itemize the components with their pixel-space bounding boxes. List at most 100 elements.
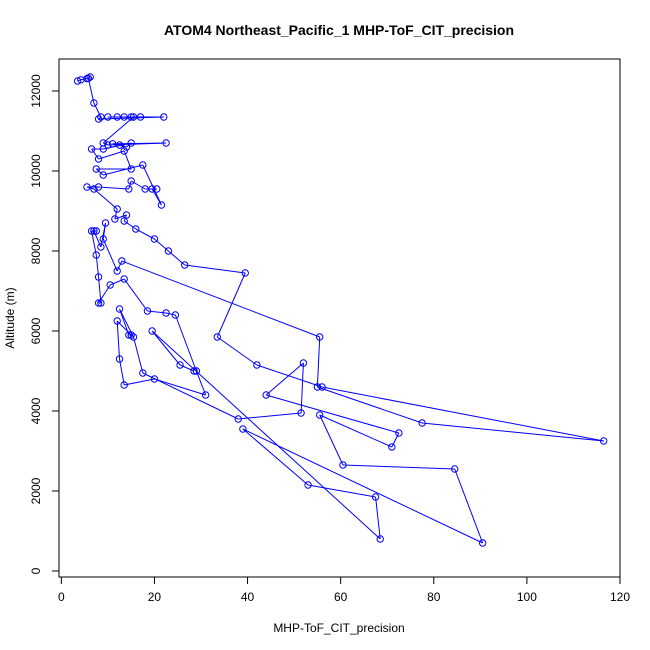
series-segment <box>217 336 258 366</box>
data-point <box>99 171 107 179</box>
data-point <box>150 235 159 243</box>
series-segment <box>112 142 167 145</box>
data-point <box>94 273 103 281</box>
data-point <box>371 493 380 501</box>
y-tick-label: 8000 <box>29 237 43 264</box>
data-point <box>162 139 170 147</box>
series-segment <box>93 188 118 210</box>
data-point <box>376 535 384 543</box>
data-point <box>127 331 135 339</box>
data-point <box>90 227 98 235</box>
series-segment <box>265 362 304 396</box>
data-point <box>127 177 135 185</box>
data-point <box>97 299 105 307</box>
series-segment <box>128 180 132 190</box>
series-segment <box>114 208 118 220</box>
x-axis: 0 20 40 60 80 100 120 <box>58 576 630 604</box>
data-point <box>171 311 180 319</box>
series-segment <box>151 330 381 540</box>
series-segment <box>195 370 207 396</box>
series-segment <box>121 260 320 338</box>
data-point <box>418 419 426 427</box>
x-tick-label: 100 <box>517 590 537 604</box>
data-point <box>139 161 147 169</box>
data-point <box>157 201 166 209</box>
x-tick-label: 20 <box>148 590 162 604</box>
data-point <box>600 437 608 445</box>
series-segment <box>317 386 423 424</box>
data-point <box>118 257 126 265</box>
data-point <box>192 367 201 375</box>
series-segment <box>103 142 109 146</box>
series-segment <box>119 308 130 336</box>
series-segment <box>123 220 137 230</box>
data-point <box>92 227 100 235</box>
data-point <box>120 113 128 121</box>
data-point <box>99 145 107 153</box>
series-segment <box>184 264 246 274</box>
series-segment <box>342 464 455 470</box>
series-segment <box>316 336 321 388</box>
data-point <box>97 113 105 121</box>
series-segment <box>142 372 239 420</box>
data-point <box>253 361 261 369</box>
series-segment <box>123 278 148 312</box>
data-point <box>83 183 91 191</box>
data-point <box>120 381 128 389</box>
data-point <box>127 113 135 121</box>
data-point <box>316 333 324 341</box>
data-point <box>164 247 173 255</box>
series-segment <box>103 164 143 176</box>
series-segment <box>98 186 129 190</box>
y-tick-label: 10000 <box>29 154 43 188</box>
series-segment <box>124 378 155 386</box>
data-point <box>73 77 82 85</box>
series-segment <box>375 496 381 540</box>
data-point <box>143 307 152 315</box>
data-point <box>113 113 121 121</box>
series-segment <box>422 422 604 442</box>
data-point <box>339 461 347 469</box>
series-segment <box>154 378 206 396</box>
data-point <box>111 215 119 223</box>
data-point <box>316 411 324 419</box>
data-point <box>478 539 487 547</box>
data-point <box>176 361 184 369</box>
data-point <box>113 205 121 213</box>
data-point <box>395 429 403 437</box>
data-point <box>115 305 124 313</box>
data-point <box>86 73 94 81</box>
data-point <box>97 243 105 251</box>
data-point <box>106 281 114 289</box>
series-segment <box>454 468 484 544</box>
series-segment <box>100 222 107 248</box>
x-tick-label: 40 <box>241 590 255 604</box>
series-segment <box>266 394 399 434</box>
data-point <box>160 113 168 121</box>
series-segment <box>319 414 344 466</box>
data-point <box>94 115 103 123</box>
series-segment <box>102 116 134 144</box>
data-point <box>87 227 96 235</box>
data-point <box>304 481 312 489</box>
series-segment <box>98 150 125 160</box>
data-point <box>125 331 133 339</box>
data-point <box>90 99 98 107</box>
series-segment <box>116 320 121 360</box>
data-point <box>213 333 221 341</box>
data-point <box>239 425 247 433</box>
series-segment <box>119 358 125 386</box>
data-point <box>99 235 107 243</box>
series-points <box>73 73 608 547</box>
series-segment <box>98 276 102 304</box>
data-point <box>162 309 170 317</box>
y-tick-label: 2000 <box>29 477 43 504</box>
series-segment <box>242 428 309 486</box>
y-tick-label: 4000 <box>29 397 43 424</box>
series-segment <box>391 432 400 448</box>
series-segment <box>307 484 376 498</box>
x-tick-label: 0 <box>58 590 65 604</box>
data-point <box>125 185 133 193</box>
